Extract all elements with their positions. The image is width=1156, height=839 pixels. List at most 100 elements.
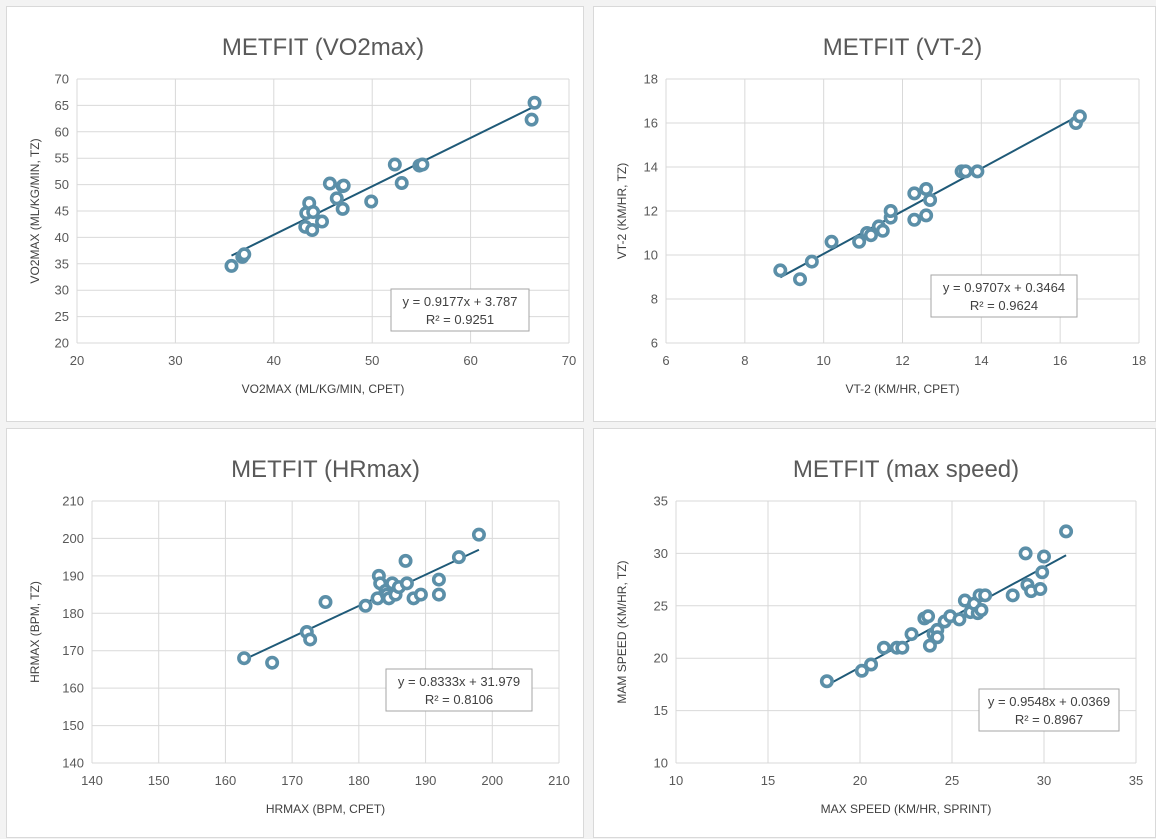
vo2max-y-tick-label: 60 [55,124,69,139]
vt2-data-point [923,193,938,208]
max-speed-data-point [978,588,993,603]
hrmax-x-tick-label: 150 [148,773,170,788]
vt2-x-tick-label: 8 [741,353,748,368]
vo2max-r-squared-label: R² = 0.9251 [426,312,494,327]
hrmax-equation-label: y = 0.8333x + 31.979 [398,674,520,689]
hrmax-x-tick-label: 200 [481,773,503,788]
max-speed-data-point [952,612,967,627]
vo2max-y-tick-label: 45 [55,204,69,219]
vt2-data-point [1072,109,1087,124]
max-speed-y-tick-label: 10 [654,756,668,771]
hrmax-data-point [265,655,280,670]
vo2max-x-tick-label: 70 [562,353,576,368]
hrmax-y-tick-label: 140 [62,756,84,771]
hrmax-data-point [358,598,373,613]
max-speed-data-point [930,630,945,645]
vt2-data-point [852,234,867,249]
chart-max-speed-svg: METFIT (max speed) 10 15 20 25 30 35 10 15 20 25 30… [615,456,1143,816]
hrmax-y-tick-label: 180 [62,606,84,621]
vt2-y-axis-label: VT-2 (KM/HR, TZ) [615,163,629,259]
vo2max-y-tick-label: 40 [55,230,69,245]
vo2max-x-tick-label: 30 [168,353,182,368]
chart-vo2max-svg: METFIT (VO2max) 20 30 40 50 60 70 20 25 30 35 40 45 5… [28,34,576,396]
hrmax-y-axis-label: HRMAX (BPM, TZ) [28,581,42,683]
vo2max-y-tick-label: 30 [55,283,69,298]
vo2max-y-tick-label: 70 [55,72,69,87]
hrmax-y-tick-label: 190 [62,568,84,583]
vt2-equation-box [930,274,1078,318]
vo2max-data-point [364,194,379,209]
vo2max-data-point [415,157,430,172]
max-speed-equation-box [978,688,1120,732]
vt2-data-point [919,182,934,197]
max-speed-equation-label: y = 0.9548x + 0.0369 [988,694,1110,709]
hrmax-chart-title: METFIT (HRmax) [231,456,420,483]
hrmax-data-point [451,550,466,565]
hrmax-data-point [318,595,333,610]
max-speed-x-tick-label: 35 [1129,773,1143,788]
vo2max-y-tick-label: 55 [55,151,69,166]
vt2-y-tick-label: 16 [644,116,658,131]
max-speed-x-tick-label: 10 [669,773,683,788]
vo2max-y-axis-label: VO2MAX (ML/KG/MIN, TZ) [28,138,42,283]
vt2-x-tick-label: 14 [974,353,988,368]
max-speed-data-point [1005,588,1020,603]
chart-panel-max-speed: METFIT (max speed) 10 15 20 25 30 35 10 15 20 25 30… [593,428,1156,838]
vo2max-data-point [524,112,539,127]
chart-panel-hrmax: METFIT (HRmax) 140 150 160 170 180 190 200 210 14… [6,428,584,838]
max-speed-data-point [974,602,989,617]
vo2max-data-point [394,176,409,191]
hrmax-data-point [431,587,446,602]
vo2max-x-tick-label: 20 [70,353,84,368]
max-speed-data-point [922,638,937,653]
vo2max-x-tick-label: 50 [365,353,379,368]
vt2-y-tick-label: 6 [651,336,658,351]
max-speed-data-point [1035,565,1050,580]
vt2-r-squared-label: R² = 0.9624 [970,298,1038,313]
max-speed-data-point [854,663,869,678]
vt2-data-point [970,164,985,179]
vo2max-x-tick-label: 40 [267,353,281,368]
hrmax-data-point [471,527,486,542]
vo2max-trendline [231,105,536,257]
vt2-data-point [883,204,898,219]
vo2max-y-tick-label: 35 [55,256,69,271]
max-speed-y-tick-label: 25 [654,598,668,613]
vt2-x-tick-label: 18 [1132,353,1146,368]
max-speed-y-tick-label: 30 [654,546,668,561]
vo2max-data-point [387,157,402,172]
vt2-equation-label: y = 0.9707x + 0.3464 [943,280,1065,295]
max-speed-chart-title: METFIT (max speed) [793,456,1019,483]
vo2max-x-tick-label: 60 [463,353,477,368]
chart-hrmax-svg: METFIT (HRmax) 140 150 160 170 180 190 200 210 14… [28,456,570,816]
hrmax-r-squared-label: R² = 0.8106 [425,692,493,707]
max-speed-y-tick-label: 20 [654,651,668,666]
chart-panel-vt2: METFIT (VT-2) 6 8 10 12 14 16 18 6 8 10 12 14 16 18 VT-… [593,6,1156,422]
vt2-y-tick-label: 18 [644,72,658,87]
vt2-x-tick-label: 10 [816,353,830,368]
max-speed-x-tick-label: 30 [1037,773,1051,788]
hrmax-data-point [237,651,252,666]
max-speed-data-point [895,640,910,655]
vo2max-data-point [335,201,350,216]
vo2max-data-point [329,191,344,206]
max-speed-x-tick-label: 15 [761,773,775,788]
vo2max-data-point [305,223,320,238]
vo2max-y-tick-label: 20 [55,336,69,351]
vt2-data-point [907,186,922,201]
hrmax-equation-box [385,668,533,712]
hrmax-x-tick-label: 190 [415,773,437,788]
hrmax-x-tick-label: 170 [281,773,303,788]
vo2max-chart-title: METFIT (VO2max) [222,34,424,61]
vo2max-data-point [336,178,351,193]
vt2-data-point [824,234,839,249]
vo2max-y-tick-label: 65 [55,98,69,113]
max-speed-x-axis-label: MAX SPEED (KM/HR, SPRINT) [821,802,992,816]
vt2-data-point [958,164,973,179]
max-speed-data-point [1033,582,1048,597]
vt2-y-tick-label: 10 [644,248,658,263]
max-speed-data-point [904,627,919,642]
hrmax-data-point [399,576,414,591]
max-speed-r-squared-label: R² = 0.8967 [1015,712,1083,727]
max-speed-data-point [1036,549,1051,564]
